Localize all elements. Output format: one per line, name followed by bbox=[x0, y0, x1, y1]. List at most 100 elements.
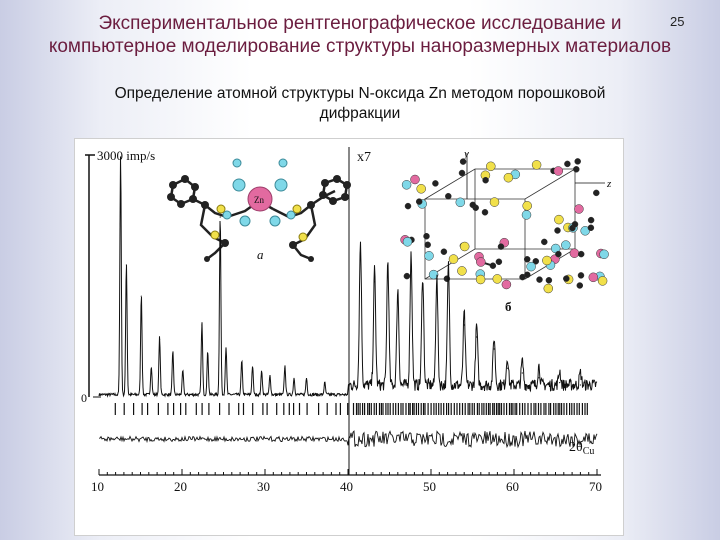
molecule-a-illustration: Zn bbox=[167, 158, 351, 262]
slide-title-line-1: Экспериментальное рентгенографическое ис… bbox=[98, 13, 622, 34]
crystal-atom bbox=[415, 198, 423, 205]
crystal-atom bbox=[403, 272, 411, 280]
x-tick-label: 60 bbox=[506, 479, 519, 494]
crystal-atom bbox=[423, 232, 430, 240]
crystal-atom bbox=[536, 276, 543, 283]
slide-title-line-2: компьютерное моделирование структуры нан… bbox=[48, 36, 672, 57]
diffraction-pattern bbox=[98, 156, 598, 398]
crystal-atom bbox=[577, 250, 585, 258]
x-tick-label: 10 bbox=[91, 479, 104, 494]
crystal-atom bbox=[555, 250, 562, 258]
peak-point-2 bbox=[140, 295, 142, 297]
peak-point-23 bbox=[410, 264, 412, 266]
crystal-atom bbox=[569, 248, 580, 258]
crystal-atom bbox=[587, 224, 595, 232]
slide-subtitle: Определение атомной структуры N-оксида Z… bbox=[20, 84, 700, 124]
crystal-atom bbox=[476, 257, 486, 267]
peak-point-8 bbox=[207, 353, 209, 355]
crystal-atom bbox=[481, 209, 489, 216]
peak-point-6 bbox=[182, 372, 184, 374]
crystal-atom bbox=[554, 227, 561, 234]
crystal-atom bbox=[448, 254, 459, 264]
peak-point-27 bbox=[463, 324, 465, 326]
panel-b-label: б bbox=[505, 299, 512, 314]
peak-point-19 bbox=[359, 252, 361, 254]
crystal-atom bbox=[486, 161, 496, 172]
crystal-atom bbox=[440, 248, 448, 255]
zinc-atom bbox=[247, 186, 273, 212]
crystal-atom bbox=[599, 249, 609, 260]
axis-z-label: z bbox=[606, 178, 612, 190]
diffraction-profile-line bbox=[98, 156, 598, 398]
peak-point-0 bbox=[120, 156, 122, 158]
peak-point-26 bbox=[447, 276, 449, 278]
crystal-atom bbox=[523, 256, 531, 263]
x-axis-label-sub: Cu bbox=[583, 446, 595, 457]
peak-point-3 bbox=[150, 367, 152, 369]
crystal-atom bbox=[561, 240, 571, 250]
crystal-atom bbox=[416, 184, 426, 194]
slide-subtitle-line-2: дифракции bbox=[319, 105, 401, 122]
slide-subtitle-line-1: Определение атомной структуры N-оксида Z… bbox=[114, 85, 606, 102]
crystal-atom bbox=[428, 269, 439, 280]
crystal-atom bbox=[445, 192, 452, 200]
crystal-atom bbox=[410, 174, 420, 185]
crystal-atom bbox=[587, 216, 595, 224]
peak-point-31 bbox=[521, 372, 523, 374]
peak-point-10 bbox=[225, 348, 227, 350]
crystal-atom bbox=[503, 172, 514, 183]
intensity-scale-label: 3000 imp/s bbox=[97, 148, 155, 163]
crystal-atom bbox=[573, 166, 580, 173]
x-tick-label: 30 bbox=[257, 479, 270, 494]
crystal-atom bbox=[432, 180, 439, 187]
crystal-atom bbox=[522, 201, 532, 211]
peak-point-16 bbox=[293, 379, 295, 381]
scale-factor-label: x7 bbox=[357, 150, 371, 165]
crystal-atom bbox=[424, 241, 431, 249]
peak-point-25 bbox=[436, 288, 438, 290]
crystal-atom bbox=[574, 158, 581, 165]
difference-curve bbox=[98, 430, 598, 449]
peak-point-33 bbox=[559, 382, 561, 384]
peak-point-24 bbox=[422, 286, 424, 288]
diffraction-plot: 3000 imp/s x7 0 а б 2θCu y z bbox=[81, 147, 612, 494]
crystal-atom bbox=[542, 255, 552, 266]
crystal-atom bbox=[489, 262, 497, 269]
peak-point-22 bbox=[397, 300, 399, 302]
crystal-atom bbox=[577, 272, 585, 279]
crystal-atom bbox=[401, 180, 412, 190]
peak-point-32 bbox=[538, 377, 540, 379]
peak-point-1 bbox=[125, 264, 127, 266]
crystal-packing-illustration bbox=[400, 153, 609, 294]
crystal-atom bbox=[489, 197, 500, 207]
peak-point-29 bbox=[493, 348, 495, 350]
crystal-atom bbox=[404, 202, 412, 210]
peak-point-12 bbox=[252, 367, 254, 369]
peak-point-21 bbox=[387, 271, 389, 273]
peak-point-28 bbox=[476, 336, 478, 338]
peak-point-9 bbox=[219, 216, 221, 218]
crystal-atom bbox=[541, 238, 548, 246]
crystal-atom bbox=[564, 160, 571, 168]
crystal-atom bbox=[553, 166, 564, 176]
peak-point-14 bbox=[269, 377, 271, 379]
crystal-atom bbox=[495, 258, 503, 266]
crystal-atom bbox=[574, 204, 584, 214]
peak-point-7 bbox=[201, 324, 203, 326]
x-tick-label: 20 bbox=[174, 479, 187, 494]
x-tick-label: 70 bbox=[589, 479, 602, 494]
crystal-atom bbox=[457, 266, 467, 276]
diffraction-figure: 3000 imp/s x7 0 а б 2θCu y z bbox=[74, 138, 624, 536]
crystal-atom bbox=[531, 160, 542, 170]
crystal-atom bbox=[597, 276, 608, 286]
x-axis-ticks: 10 20 30 40 50 60 70 bbox=[91, 469, 602, 494]
peak-point-18 bbox=[324, 384, 326, 386]
crystal-atom bbox=[455, 197, 466, 208]
crystal-atom bbox=[497, 243, 505, 250]
crystal-atom bbox=[459, 241, 470, 252]
zinc-atom-label: Zn bbox=[254, 195, 264, 205]
crystal-atom bbox=[482, 176, 489, 184]
crystal-atom bbox=[532, 258, 540, 265]
crystal-atom bbox=[459, 158, 467, 165]
crystal-atom bbox=[475, 274, 486, 285]
